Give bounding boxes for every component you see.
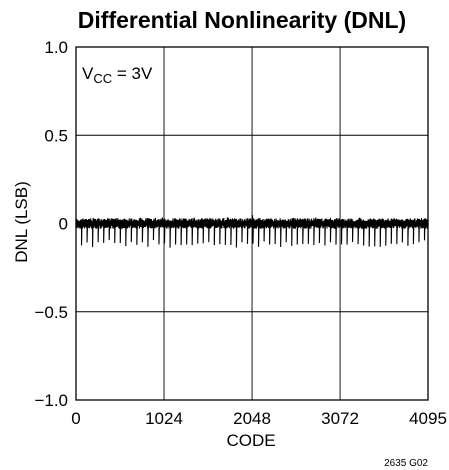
vcc-annotation-sub: CC (93, 71, 112, 86)
chart-title: Differential Nonlinearity (DNL) (78, 7, 406, 33)
plot-frame (75, 46, 429, 401)
figure-id: 2635 G02 (384, 458, 428, 469)
x-tick-label: 2048 (233, 409, 271, 428)
x-tick-label: 3072 (321, 409, 359, 428)
x-tick-label: 1024 (145, 409, 183, 428)
x-tick-labels: 0 1024 2048 3072 4095 (71, 409, 447, 428)
y-axis-label: DNL (LSB) (12, 181, 31, 263)
y-tick-label: 1.0 (44, 38, 68, 57)
y-tick-label: −1.0 (34, 391, 68, 410)
y-tick-label: −0.5 (34, 303, 68, 322)
y-tick-label: 0 (59, 215, 68, 234)
dnl-series-line (75, 215, 429, 248)
vcc-annotation-main: V (82, 64, 94, 83)
dnl-trace (75, 215, 429, 248)
x-axis-label: CODE (226, 431, 275, 450)
vcc-annotation: VCC = 3V (82, 64, 153, 86)
x-tick-label: 0 (71, 409, 80, 428)
y-tick-label: 0.5 (44, 126, 68, 145)
x-tick-label: 4095 (409, 409, 447, 428)
vcc-annotation-rest: = 3V (112, 64, 153, 83)
y-tick-labels: 1.0 0.5 0 −0.5 −1.0 (34, 38, 68, 410)
